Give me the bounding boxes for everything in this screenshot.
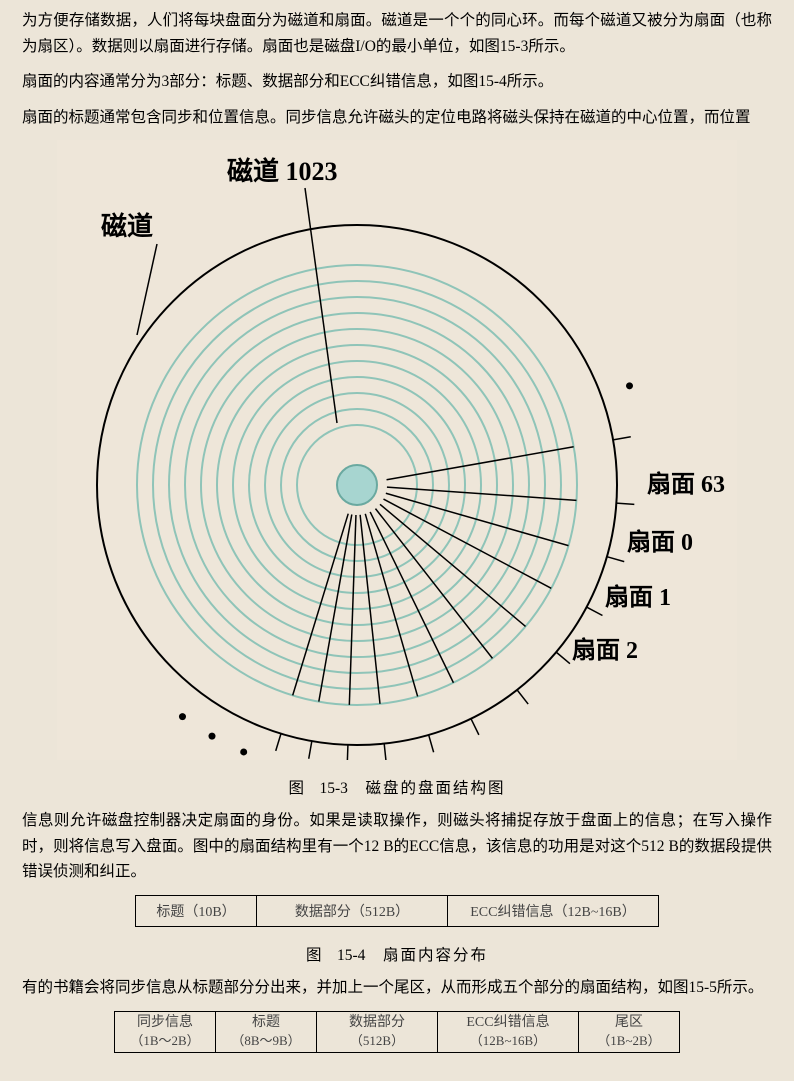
sector-layout-table-5part: 同步信息（1B～2B）标题（8B～9B）数据部分（512B）ECC纠错信息（12…	[114, 1011, 680, 1053]
figure-caption: 图 15-3 磁盘的盘面结构图	[22, 776, 772, 798]
svg-text:扇面 2: 扇面 2	[572, 636, 638, 664]
caption-number: 图 15-3	[289, 780, 348, 797]
svg-text:磁道: 磁道	[101, 211, 153, 241]
table-cell: 尾区（1B~2B）	[579, 1011, 680, 1052]
svg-text:扇面 63: 扇面 63	[647, 470, 725, 498]
table-cell: ECC纠错信息（12B~16B）	[448, 895, 659, 926]
table-cell: 数据部分（512B）	[317, 1011, 438, 1052]
caption-text: 磁盘的盘面结构图	[365, 780, 505, 797]
svg-text:扇面 1: 扇面 1	[605, 583, 671, 611]
paragraph: 扇面的内容通常分为3部分：标题、数据部分和ECC纠错信息，如图15-4所示。	[22, 69, 772, 95]
svg-text:扇面 0: 扇面 0	[627, 528, 693, 556]
table-cell: ECC纠错信息（12B~16B）	[438, 1011, 579, 1052]
figure-15-3: 磁道 磁道 1023 扇面 63 扇面 0 扇面 1 扇面 2	[57, 140, 737, 760]
paragraph: 有的书籍会将同步信息从标题部分分出来，并加上一个尾区，从而形成五个部分的扇面结构…	[22, 975, 772, 1001]
sector-layout-table-3part: 标题（10B）数据部分（512B）ECC纠错信息（12B~16B）	[135, 895, 659, 927]
caption-text: 扇面内容分布	[383, 947, 488, 964]
table-cell: 数据部分（512B）	[257, 895, 448, 926]
paragraph: 为方便存储数据，人们将每块盘面分为磁道和扇面。磁道是一个个的同心环。而每个磁道又…	[22, 8, 772, 59]
disk-diagram-svg: 磁道 磁道 1023 扇面 63 扇面 0 扇面 1 扇面 2	[57, 140, 737, 760]
table-cell: 标题（8B～9B）	[216, 1011, 317, 1052]
table-cell: 同步信息（1B～2B）	[115, 1011, 216, 1052]
svg-text:磁道 1023: 磁道 1023	[227, 156, 338, 186]
figure-caption: 图 15-4 扇面内容分布	[22, 943, 772, 965]
table-cell: 标题（10B）	[136, 895, 257, 926]
paragraph: 信息则允许磁盘控制器决定扇面的身份。如果是读取操作，则磁头将捕捉存放于盘面上的信…	[22, 808, 772, 885]
paragraph: 扇面的标题通常包含同步和位置信息。同步信息允许磁头的定位电路将磁头保持在磁道的中…	[22, 105, 772, 131]
caption-number: 图 15-4	[306, 947, 365, 964]
